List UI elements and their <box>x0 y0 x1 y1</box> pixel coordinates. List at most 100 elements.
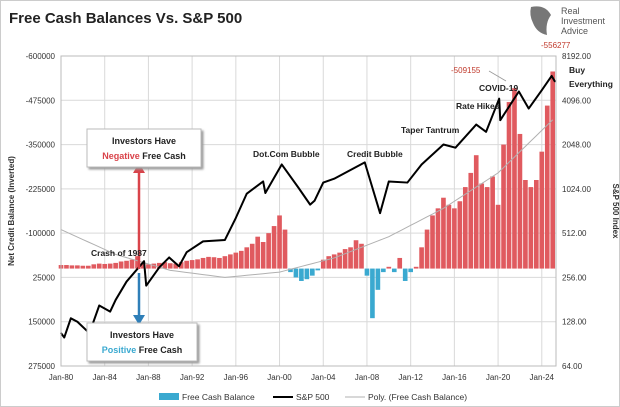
y-tick-label: 275000 <box>28 362 55 371</box>
free-cash-bar <box>528 187 534 269</box>
label-rate-hikes: Rate Hikes <box>456 101 500 111</box>
free-cash-bar <box>260 242 266 269</box>
free-cash-bar <box>550 71 556 269</box>
sp500-point <box>406 181 409 184</box>
free-cash-bar <box>118 261 124 269</box>
y2-tick-label: 64.00 <box>562 362 583 371</box>
sp500-point <box>313 199 316 202</box>
free-cash-bar <box>217 257 222 269</box>
sp500-point <box>145 284 148 287</box>
y-tick-label: 150000 <box>28 318 55 327</box>
free-cash-bar <box>320 259 326 269</box>
free-cash-bar <box>408 268 413 273</box>
x-tick-label: Jan-80 <box>49 373 74 382</box>
label-taper-tantrum: Taper Tantrum <box>401 125 460 135</box>
free-cash-bar <box>96 263 102 269</box>
free-cash-bar <box>364 268 370 276</box>
y2-tick-label: 8192.00 <box>562 52 591 61</box>
free-cash-bar <box>484 187 490 269</box>
y2-tick-label: 128.00 <box>562 318 587 327</box>
free-cash-bar <box>413 266 419 269</box>
free-cash-bar <box>457 201 463 269</box>
free-cash-bar <box>282 229 288 269</box>
logo-text-3: Advice <box>561 26 588 36</box>
free-cash-bar <box>452 208 457 269</box>
positive-rest: Free Cash <box>136 345 182 355</box>
sp500-point <box>245 192 248 195</box>
label-everything: Everything <box>569 79 613 89</box>
free-cash-bar <box>80 265 86 269</box>
positive-word: Positive <box>102 345 137 355</box>
free-cash-bar <box>479 183 485 269</box>
positive-arrow-head-icon <box>133 315 145 325</box>
free-cash-bar <box>129 259 135 269</box>
free-cash-bar <box>424 229 430 269</box>
free-cash-bar <box>342 249 348 269</box>
free-cash-bar <box>200 257 206 269</box>
negative-free-cash-box: Investors Have Negative Free Cash <box>86 128 202 168</box>
free-cash-bar <box>473 155 479 269</box>
label-peak-2025: -556277 <box>541 41 571 50</box>
label-crash-1987: Crash of 1987 <box>91 248 147 258</box>
free-cash-bar <box>206 256 211 269</box>
free-cash-bar <box>233 252 239 269</box>
label-credit-bubble: Credit Bubble <box>347 149 403 159</box>
free-cash-bar <box>304 268 310 280</box>
free-cash-bar <box>539 151 545 269</box>
free-cash-bar <box>228 254 233 269</box>
sp500-point <box>202 240 204 243</box>
free-cash-bar <box>140 263 146 269</box>
free-cash-bar <box>102 263 108 269</box>
free-cash-bar <box>266 233 271 269</box>
y2-tick-label: 1024.00 <box>562 185 591 194</box>
free-cash-bar <box>277 215 282 269</box>
free-cash-bar <box>124 260 129 269</box>
free-cash-bar <box>113 262 118 269</box>
sp500-point <box>264 192 267 194</box>
free-cash-bar <box>501 144 506 269</box>
y-tick-label: 25000 <box>33 273 56 282</box>
free-cash-bar <box>64 265 69 269</box>
logo-eagle-icon <box>530 6 551 35</box>
free-cash-bar <box>167 263 173 269</box>
sp500-point <box>309 203 311 206</box>
y2-tick-label: 4096.00 <box>562 96 591 105</box>
sp500-point <box>185 251 188 253</box>
free-cash-bar <box>353 240 359 269</box>
sp500-point <box>143 260 145 263</box>
free-cash-bar <box>222 256 228 269</box>
free-cash-bar <box>75 265 80 269</box>
label-peak-2021: -509155 <box>451 66 481 75</box>
y2-tick-label: 2048.00 <box>562 141 591 150</box>
sp500-point <box>262 180 264 183</box>
free-cash-bar <box>517 133 523 269</box>
free-cash-bar <box>544 105 550 269</box>
legend-poly: Poly. (Free Cash Balance) <box>368 392 467 402</box>
sp500-point <box>322 181 325 184</box>
y-tick-label: -100000 <box>26 229 56 238</box>
free-cash-bar <box>506 102 512 269</box>
x-tick-label: Jan-04 <box>311 373 336 382</box>
x-tick-label: Jan-00 <box>267 373 292 382</box>
free-cash-bar <box>244 247 250 269</box>
sp500-point <box>70 317 72 320</box>
sp500-point <box>379 212 381 214</box>
free-cash-bar <box>238 250 244 269</box>
legend-swatch-free-cash <box>159 393 179 400</box>
x-tick-label: Jan-92 <box>180 373 205 382</box>
legend-sp500: S&P 500 <box>296 392 330 402</box>
logo: Real Investment Advice <box>530 6 606 36</box>
free-cash-bars <box>58 71 556 319</box>
free-cash-bar <box>468 172 474 269</box>
x-tick-label: Jan-16 <box>442 373 467 382</box>
negative-arrow-head-icon <box>133 163 145 173</box>
free-cash-bar <box>435 208 441 269</box>
sp500-point <box>420 163 423 166</box>
free-cash-bar <box>359 243 364 269</box>
free-cash-bar <box>173 263 179 269</box>
free-cash-bar <box>337 252 342 269</box>
free-cash-bar <box>91 264 97 269</box>
sp500-point <box>224 239 226 241</box>
positive-box-line1: Investors Have <box>110 330 174 340</box>
